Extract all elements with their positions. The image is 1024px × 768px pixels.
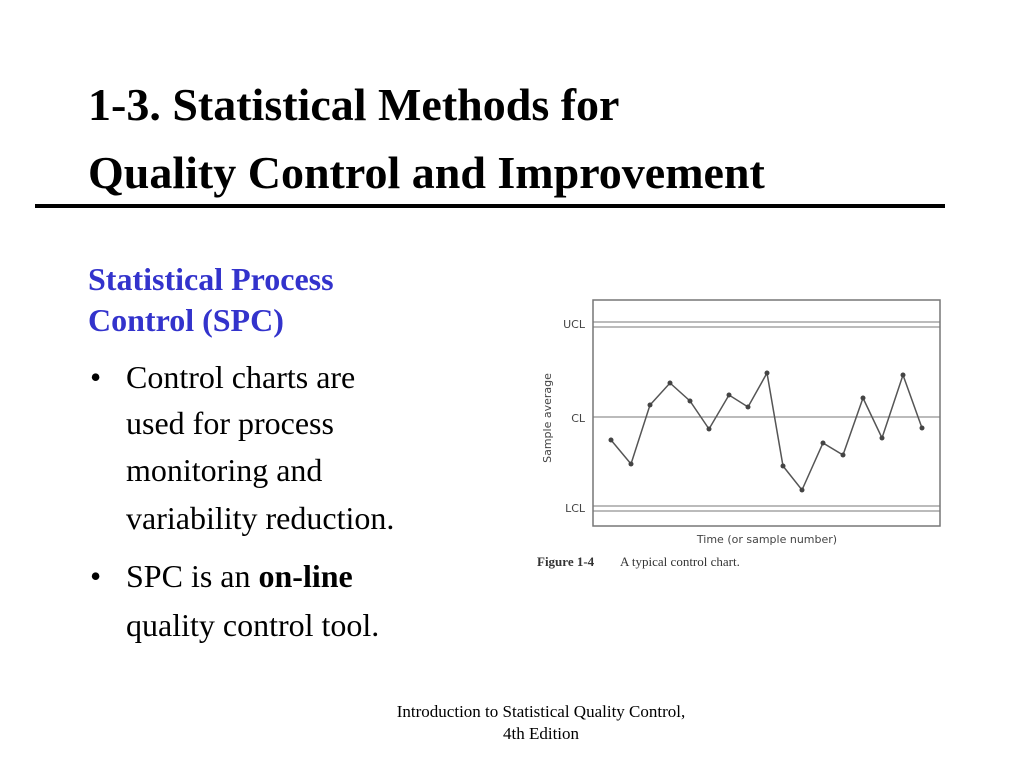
bullet-line: Control charts are xyxy=(126,359,355,395)
bullet-text: SPC is an xyxy=(126,558,250,594)
bullet-line: monitoring and xyxy=(126,452,322,488)
footer-line: 4th Edition xyxy=(503,724,580,743)
figure: UCL CL LCL Sample average Time (or sampl… xyxy=(537,299,941,569)
caption-number: Figure 1-4 xyxy=(537,554,595,569)
bullet-line: SPC is an on-line xyxy=(126,558,353,594)
limit-label: LCL xyxy=(565,502,586,515)
title-line: Quality Control and Improvement xyxy=(88,147,766,198)
bullet-dot: • xyxy=(90,558,101,594)
limit-label: UCL xyxy=(563,318,586,331)
heading-line: Statistical Process xyxy=(88,261,334,297)
sample-points xyxy=(608,370,925,493)
bullet-line: variability reduction. xyxy=(126,500,394,536)
figure-frame xyxy=(592,299,941,527)
heading-line: Control (SPC) xyxy=(88,302,284,338)
y-label: Sample average xyxy=(541,373,554,463)
sample-path xyxy=(610,370,923,492)
title-line: 1-3. Statistical Methods for xyxy=(88,79,619,130)
caption: A typical control chart. xyxy=(620,554,740,569)
bullet-line: quality control tool. xyxy=(126,607,379,643)
limit-label: CL xyxy=(571,412,586,425)
bullet-line: used for process xyxy=(126,405,334,441)
x-label: Time (or sample number) xyxy=(696,533,837,546)
footer-line: Introduction to Statistical Quality Cont… xyxy=(397,702,686,721)
bullet-dot: • xyxy=(90,359,101,395)
bullet-bold: on-line xyxy=(258,558,352,594)
